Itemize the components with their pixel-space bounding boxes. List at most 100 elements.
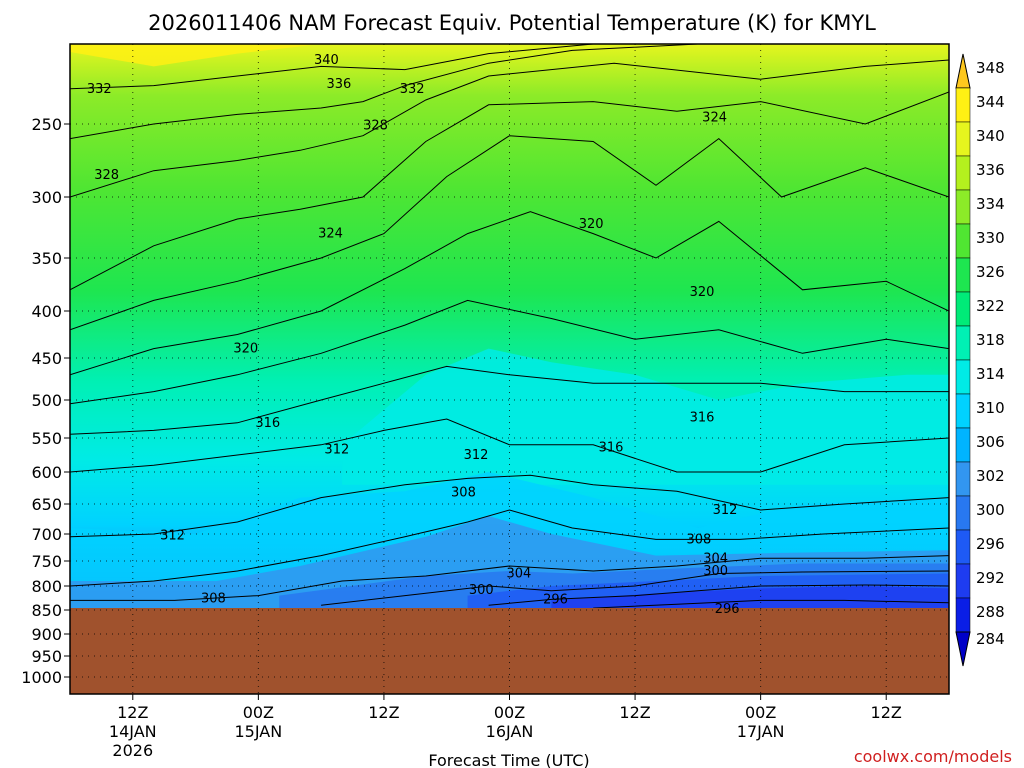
theta-e-bands <box>70 44 949 615</box>
contour-label: 312 <box>713 503 738 518</box>
colorbar-label: 344 <box>976 93 1005 111</box>
x-tick-date: 15JAN <box>234 722 282 741</box>
contour-label: 304 <box>703 551 728 566</box>
colorbar-swatch <box>955 121 971 157</box>
colorbar-arrow-top <box>955 53 971 89</box>
contour-label: 328 <box>363 118 388 133</box>
contour-label: 316 <box>599 441 624 456</box>
colorbar-label: 284 <box>976 630 1005 648</box>
y-tick-label: 550 <box>31 429 62 448</box>
colorbar-swatch <box>955 155 971 191</box>
contour-label: 308 <box>686 532 711 547</box>
colorbar-swatch <box>955 359 971 395</box>
contour-line <box>70 59 949 198</box>
colorbar-label: 348 <box>976 59 1005 77</box>
x-tick-label: 00Z <box>243 703 274 722</box>
contour-label: 300 <box>703 564 728 579</box>
colorbar-swatch <box>955 87 971 123</box>
x-tick-label: 12Z <box>368 703 399 722</box>
contour-label: 324 <box>702 111 727 126</box>
contour-label: 316 <box>690 410 715 425</box>
contour-line <box>70 135 949 331</box>
colorbar-swatch <box>955 427 971 463</box>
contour-label: 320 <box>233 342 258 357</box>
colorbar-label: 326 <box>976 263 1005 281</box>
contour-line <box>70 365 949 435</box>
y-tick-label: 850 <box>31 601 62 620</box>
y-tick-label: 350 <box>31 249 62 268</box>
colorbar-swatch <box>955 223 971 259</box>
contour-label: 296 <box>543 592 568 607</box>
contour-label: 332 <box>87 82 112 97</box>
contour-line <box>70 299 949 405</box>
colorbar-swatch <box>955 597 971 633</box>
x-tick-label: 12Z <box>117 703 148 722</box>
colorbar-swatch <box>955 257 971 293</box>
colorbar-swatch <box>955 393 971 429</box>
chart-title: 2026011406 NAM Forecast Equiv. Potential… <box>148 11 876 35</box>
contour-label: 320 <box>690 285 715 300</box>
field-band <box>70 44 489 67</box>
contour-line <box>70 211 949 376</box>
colorbar-label: 318 <box>976 331 1005 349</box>
colorbar-label: 300 <box>976 501 1005 519</box>
y-tick-label: 250 <box>31 115 62 134</box>
contour-label: 328 <box>94 168 119 183</box>
colorbar-swatch <box>955 461 971 497</box>
colorbar-label: 296 <box>976 535 1005 553</box>
colorbar-label: 334 <box>976 195 1005 213</box>
contour-label: 340 <box>314 53 339 68</box>
x-tick-year: 2026 <box>112 741 153 760</box>
contour-line <box>70 44 698 140</box>
contour-label: 312 <box>160 529 185 544</box>
y-tick-label: 700 <box>31 525 62 544</box>
x-axis-label: Forecast Time (UTC) <box>428 751 589 768</box>
colorbar-label: 330 <box>976 229 1005 247</box>
colorbar-arrow-bottom <box>955 631 971 667</box>
y-tick-label: 450 <box>31 349 62 368</box>
x-tick-date: 17JAN <box>737 722 785 741</box>
contour-line <box>488 584 949 606</box>
colorbar-swatch <box>955 291 971 327</box>
contour-label: 304 <box>507 567 532 582</box>
colorbar-label: 302 <box>976 467 1005 485</box>
contour-line <box>70 474 949 538</box>
colorbar-label: 314 <box>976 365 1005 383</box>
y-tick-label: 650 <box>31 495 62 514</box>
colorbar-label: 288 <box>976 603 1005 621</box>
contour-label: 312 <box>464 448 489 463</box>
contour-label: 296 <box>715 602 740 617</box>
colorbar-label: 336 <box>976 161 1005 179</box>
plot-area: 340 336 332 332 328 328 324 324 320 320 320 316 316 3… <box>70 44 949 694</box>
y-tick-label: 900 <box>31 625 62 644</box>
y-tick-label: 750 <box>31 552 62 571</box>
contour-label: 308 <box>201 591 226 606</box>
contour-labels: 340 336 332 332 328 328 324 324 320 320 320 316 316 3… <box>87 53 740 617</box>
contour-label: 336 <box>327 77 352 92</box>
y-tick-label: 1000 <box>21 668 62 687</box>
contour-line <box>70 44 594 90</box>
contour-label: 320 <box>579 217 604 232</box>
colorbar-label: 322 <box>976 297 1005 315</box>
x-tick-label: 00Z <box>494 703 525 722</box>
y-tick-label: 300 <box>31 188 62 207</box>
colorbar-label: 306 <box>976 433 1005 451</box>
contour-label: 332 <box>400 82 425 97</box>
colorbar: 348 344 340 336 334 330 326 322 318 314 310 306 302 3… <box>955 53 1005 667</box>
credit-link[interactable]: coolwx.com/models <box>854 747 1012 766</box>
y-axis: 250 300 350 400 450 500 550 600 650 700 750 800 850 9… <box>21 115 70 687</box>
contour-label: 300 <box>469 583 494 598</box>
grid-lines <box>70 44 949 694</box>
x-tick-label: 12Z <box>619 703 650 722</box>
contour-line <box>70 418 949 473</box>
contour-label: 308 <box>451 485 476 500</box>
colorbar-label: 292 <box>976 569 1005 587</box>
y-tick-label: 600 <box>31 463 62 482</box>
contour-label: 312 <box>324 443 349 458</box>
contour-line <box>70 509 949 587</box>
x-tick-date: 14JAN <box>109 722 157 741</box>
y-tick-label: 800 <box>31 577 62 596</box>
x-tick-date: 16JAN <box>486 722 534 741</box>
